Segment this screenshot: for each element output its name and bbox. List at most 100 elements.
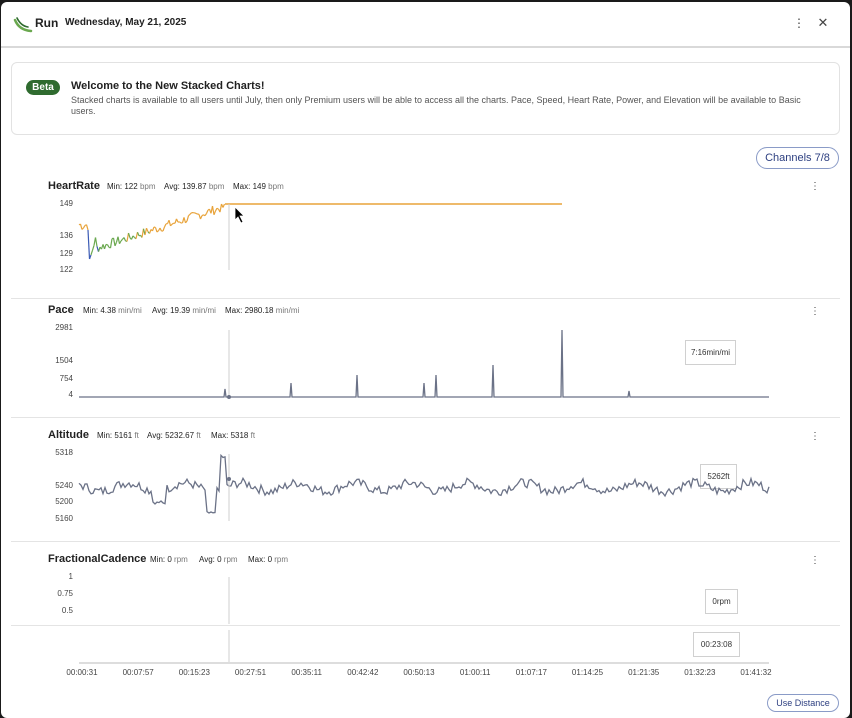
run-shoe-icon (13, 17, 33, 33)
heartrate-segment (126, 232, 130, 242)
heartrate-segment (153, 226, 156, 229)
pace-ytick: 2981 (55, 323, 73, 332)
heartrate-segment (94, 237, 98, 247)
heartrate-segment (179, 221, 182, 224)
cadence-tooltip: 0rpm (705, 589, 738, 614)
time-axis-tick: 00:50:13 (403, 668, 435, 677)
time-axis-tick: 01:21:35 (628, 668, 660, 677)
heartrate-segment (135, 232, 139, 239)
altitude-min: Min: 5161 ft (97, 431, 139, 440)
heartrate-segment (162, 226, 166, 232)
heartrate-segment (189, 212, 192, 215)
heartrate-segment (106, 244, 110, 248)
heartrate-segment (185, 220, 188, 224)
channel-divider (11, 541, 840, 542)
heartrate-segment (151, 226, 155, 232)
time-axis-tick: 01:32:23 (684, 668, 716, 677)
altitude-series (78, 453, 770, 514)
heartrate-segment (109, 238, 113, 249)
time-axis-tick: 01:00:11 (459, 668, 491, 677)
heartrate-segment (159, 227, 163, 232)
heartrate-segment (88, 254, 92, 260)
heartrate-segment (219, 203, 223, 213)
heartrate-avg: Avg: 139.87 bpm (164, 182, 225, 191)
heartrate-segment (156, 230, 159, 233)
beta-badge: Beta (26, 80, 60, 95)
heartrate-min: Min: 122 bpm (107, 182, 156, 191)
pace-ytick: 754 (59, 374, 73, 383)
heartrate-segment (136, 231, 140, 237)
heartrate-segment (112, 237, 116, 246)
pace-avg: Avg: 19.39 min/mi (152, 306, 216, 315)
pace-min: Min: 4.38 min/mi (83, 306, 142, 315)
pace-more-icon[interactable]: ⋮ (810, 306, 820, 317)
heartrate-segment (163, 223, 167, 228)
heartrate-segment (85, 224, 89, 231)
heartrate-segment (222, 203, 226, 208)
heartrate-segment (87, 229, 91, 260)
heartrate-segment (79, 223, 83, 230)
altitude-cursor-dot (227, 477, 231, 481)
time-axis-tick: 00:00:31 (66, 668, 98, 677)
time-axis-tick: 00:15:23 (178, 668, 210, 677)
channel-divider (11, 417, 840, 418)
heartrate-ytick: 136 (59, 231, 73, 240)
channel-title-altitude: Altitude (48, 429, 89, 441)
heartrate-segment (168, 220, 172, 227)
heartrate-segment (81, 227, 84, 230)
heartrate-segment (90, 250, 94, 256)
heartrate-segment (118, 240, 122, 245)
heartrate-segment (154, 227, 158, 233)
cadence-more-icon[interactable]: ⋮ (810, 555, 820, 566)
heartrate-segment (120, 238, 123, 242)
time-axis-tick: 00:07:57 (122, 668, 154, 677)
altitude-max: Max: 5318 ft (211, 431, 256, 440)
pace-ytick: 1504 (55, 356, 73, 365)
heartrate-segment (205, 209, 209, 214)
cadence-ytick: 0.75 (57, 589, 73, 598)
channel-title-cadence: FractionalCadence (48, 553, 147, 565)
heartrate-segment (216, 207, 219, 210)
heartrate-segment (204, 213, 207, 217)
heartrate-ytick: 122 (59, 265, 73, 274)
altitude-ytick: 5240 (55, 481, 73, 490)
heartrate-segment (132, 235, 135, 238)
cadence-max: Max: 0 rpm (248, 555, 289, 564)
mouse-pointer-icon (234, 206, 245, 224)
heartrate-segment (91, 245, 95, 251)
channels-button[interactable]: Channels 7/8 (756, 147, 839, 169)
pace-series (79, 329, 769, 398)
heartrate-segment (127, 232, 131, 238)
heartrate-ytick: 129 (59, 249, 73, 258)
heartrate-segment (82, 225, 86, 229)
heartrate-more-icon[interactable]: ⋮ (810, 181, 820, 192)
cadence-min: Min: 0 rpm (150, 555, 188, 564)
heartrate-segment (211, 205, 215, 215)
heartrate-segment (145, 227, 149, 232)
altitude-more-icon[interactable]: ⋮ (810, 431, 820, 442)
pace-tooltip: 7:16min/mi (685, 340, 736, 365)
more-options-icon[interactable]: ⋮ (793, 16, 805, 30)
beta-message: Stacked charts is available to all users… (71, 95, 801, 116)
use-distance-button[interactable]: Use Distance (767, 694, 839, 712)
heartrate-segment (201, 214, 204, 217)
heartrate-segment (117, 236, 121, 244)
heartrate-max: Max: 149 bpm (233, 182, 284, 191)
cadence-ytick: 0.5 (61, 606, 73, 615)
altitude-ytick: 5318 (55, 448, 73, 457)
heartrate-segment (148, 229, 152, 234)
heartrate-segment (183, 217, 187, 224)
time-tooltip: 00:23:08 (693, 632, 740, 657)
time-axis-tick: 00:35:11 (291, 668, 322, 677)
heartrate-segment (97, 246, 101, 252)
heartrate-segment (194, 212, 197, 214)
channel-divider (11, 625, 840, 626)
heartrate-segment (103, 244, 107, 250)
cadence-ytick: 1 (68, 572, 73, 581)
heartrate-segment (195, 212, 198, 215)
close-icon[interactable]: ✕ (817, 15, 829, 30)
heartrate-segment (199, 215, 203, 220)
activity-date: Wednesday, May 21, 2025 (65, 17, 187, 28)
